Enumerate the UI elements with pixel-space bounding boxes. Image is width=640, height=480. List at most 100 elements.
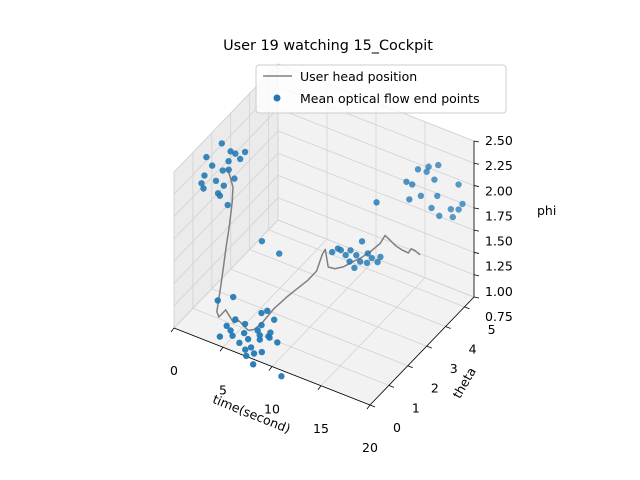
z-tick [473, 252, 480, 254]
x-tick-label: 10 [264, 402, 280, 417]
y-tick [464, 306, 470, 310]
flow-end-point [409, 181, 416, 188]
grid-line [222, 238, 328, 348]
x-tick-label: 5 [219, 382, 227, 397]
flow-end-point [267, 329, 274, 336]
flow-end-point [374, 258, 381, 266]
flow-end-point [200, 185, 207, 192]
flow-end-point [373, 199, 380, 206]
flow-end-point [414, 166, 422, 173]
flow-end-point [266, 334, 273, 341]
flow-end-point [242, 346, 249, 353]
grid-line [277, 197, 475, 276]
z-tick-label: 1.75 [485, 208, 513, 223]
z-tick [473, 207, 480, 210]
z-tick-label: 0.75 [485, 309, 513, 324]
flow-end-point [455, 206, 462, 213]
x-tick [366, 404, 371, 410]
axis-ticks: 051015200123450.751.001.251.501.752.002.… [170, 133, 513, 455]
flow-end-point [236, 155, 244, 163]
flow-end-point [425, 163, 432, 170]
flow-end-point [220, 182, 227, 189]
flow-end-point [342, 251, 349, 259]
grid-line [173, 219, 279, 329]
z-tick-label: 1.00 [485, 284, 513, 299]
flow-end-point [232, 150, 239, 157]
plot-area [198, 140, 466, 380]
grid-line [249, 249, 446, 327]
flow-end-point [270, 316, 278, 323]
flow-end-point [403, 178, 410, 185]
flow-end-point [363, 259, 371, 267]
flow-end-point [243, 352, 250, 360]
flow-end-point [278, 373, 285, 380]
flow-end-point [218, 140, 225, 147]
y-axis-line [369, 296, 475, 406]
legend: User head position Mean optical flow end… [255, 64, 507, 114]
flow-end-point [328, 248, 336, 256]
flow-end-point [459, 200, 466, 208]
flow-end-point [276, 250, 283, 257]
flow-end-point [256, 331, 263, 339]
y-tick [388, 384, 395, 388]
flow-end-point [212, 177, 220, 185]
flow-end-point [254, 327, 261, 334]
flow-end-point [244, 335, 252, 343]
flow-end-point [455, 181, 462, 188]
flow-end-point [423, 168, 430, 175]
x-tick-label: 15 [313, 421, 329, 436]
x-tick-label: 0 [170, 363, 178, 378]
z-tick-label: 2.00 [485, 183, 513, 198]
chart-title: User 19 watching 15_Cockpit [223, 38, 433, 54]
flow-end-point [225, 158, 232, 165]
grid-line [277, 108, 475, 186]
y-tick [369, 404, 376, 408]
flow-end-point [223, 322, 230, 330]
flow-end-point [203, 153, 210, 161]
z-tick-label: 1.50 [485, 234, 513, 249]
y-tick [445, 326, 451, 329]
y-tick-label: 3 [450, 361, 458, 376]
z-tick [473, 296, 480, 299]
flow-end-point [229, 293, 237, 301]
legend-label-flow-points: Mean optical flow end points [300, 91, 480, 106]
grid-line [277, 175, 475, 253]
flow-end-point [274, 339, 281, 346]
y-tick-label: 2 [431, 381, 439, 396]
flow-end-point [250, 350, 258, 357]
flow-end-point [258, 348, 266, 356]
flow-end-point [258, 237, 266, 245]
flow-end-point [358, 238, 366, 245]
flow-end-point [256, 336, 263, 343]
flow-end-point [219, 167, 226, 174]
flow-end-point [227, 327, 234, 334]
z-tick [473, 140, 480, 143]
flow-end-point [232, 316, 239, 323]
legend-label-head-position: User head position [300, 69, 417, 84]
y-tick-label: 1 [412, 400, 420, 415]
y-tick-label: 5 [488, 322, 496, 337]
flow-end-point [241, 148, 249, 156]
z-axis-label: phi [537, 203, 556, 218]
flow-end-point [353, 251, 360, 259]
grid-line [271, 258, 377, 367]
flow-end-point [224, 201, 231, 209]
flow-end-point [264, 307, 271, 315]
x-tick-label: 20 [362, 440, 378, 455]
flow-end-point [241, 320, 249, 328]
grid-line [320, 277, 426, 387]
grid-line [211, 288, 408, 367]
flow-end-point [208, 162, 216, 169]
flow-end-point [364, 250, 372, 257]
flow-end-point [346, 258, 353, 265]
grid-line [277, 130, 475, 209]
flow-end-point [447, 205, 455, 213]
flow-end-point [435, 161, 442, 169]
z-tick-label: 2.25 [485, 158, 513, 173]
x-tick [170, 327, 175, 333]
x-axis-label: time(second) [211, 391, 293, 436]
z-tick [473, 274, 480, 277]
z-tick [473, 185, 480, 187]
flow-end-point [377, 253, 384, 261]
